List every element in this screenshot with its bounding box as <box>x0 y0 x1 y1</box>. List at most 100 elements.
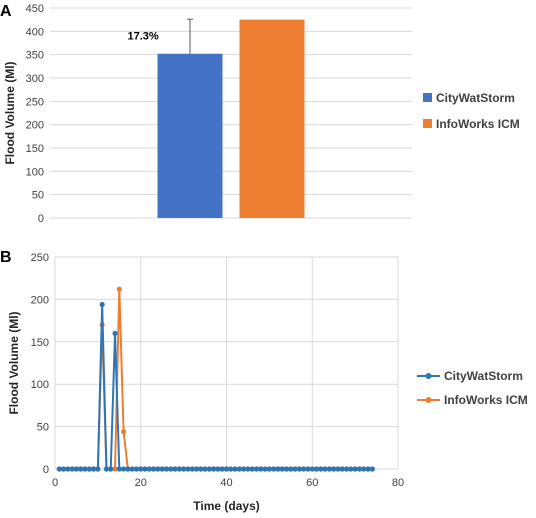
panel-a-y-ticks: 0 50 100 150 200 250 300 350 400 450 <box>26 3 44 225</box>
y-tick-label: 350 <box>26 50 44 62</box>
data-point <box>95 466 101 472</box>
y-tick-label: 100 <box>31 379 49 391</box>
data-point <box>133 466 140 472</box>
data-point <box>331 466 337 472</box>
legend-swatch <box>423 119 432 128</box>
series-line <box>59 304 373 470</box>
data-point <box>241 466 247 472</box>
panel-b-x-ticks: 0 20 40 60 80 <box>52 477 404 489</box>
x-tick-label: 60 <box>306 477 318 489</box>
data-point <box>121 466 127 472</box>
y-tick-label: 200 <box>26 120 44 132</box>
panel-a-letter: A <box>0 3 12 20</box>
legend-marker <box>425 373 432 379</box>
panel-b-legend: CityWatStorm InfoWorks ICM <box>417 369 528 407</box>
y-tick-label: 0 <box>38 213 44 225</box>
data-point <box>223 466 230 472</box>
data-point <box>86 466 92 472</box>
data-point <box>266 466 272 472</box>
y-tick-label: 150 <box>26 143 44 155</box>
y-tick-label: 50 <box>32 190 44 202</box>
data-point <box>292 466 298 472</box>
data-point <box>236 466 242 472</box>
data-point <box>305 466 311 472</box>
data-point <box>202 466 208 472</box>
data-point <box>352 466 358 472</box>
data-point <box>65 466 71 472</box>
panel-a-y-axis-title: Flood Volume (Ml) <box>3 61 17 164</box>
x-tick-label: 80 <box>392 477 404 489</box>
data-point <box>335 466 341 472</box>
data-point <box>215 466 221 472</box>
data-point <box>151 466 157 472</box>
legend-marker <box>425 397 432 403</box>
data-point <box>176 466 182 472</box>
data-point <box>348 466 354 472</box>
bar-citywatstorm <box>157 53 223 218</box>
data-point <box>116 286 122 292</box>
panel-b-series <box>56 286 375 472</box>
panel-a-bars <box>157 18 305 218</box>
legend-label: InfoWorks ICM <box>444 393 528 407</box>
data-point <box>301 466 307 472</box>
y-tick-label: 150 <box>31 337 49 349</box>
data-point <box>73 466 80 472</box>
data-point <box>206 466 212 472</box>
bar-infoworks-icm <box>239 19 305 218</box>
panel-b-y-axis-title: Flood Volume (Ml) <box>7 311 21 414</box>
data-point <box>189 466 195 472</box>
data-point <box>78 466 84 472</box>
data-point <box>112 466 118 472</box>
panel-a-legend: CityWatStorm InfoWorks ICM <box>423 91 520 131</box>
data-point <box>155 466 161 472</box>
data-point <box>181 466 187 472</box>
data-point <box>163 466 170 472</box>
x-tick-label: 0 <box>52 477 58 489</box>
x-tick-label: 40 <box>220 477 232 489</box>
legend-swatch <box>423 93 432 102</box>
data-point <box>82 466 88 472</box>
data-point <box>125 466 131 472</box>
data-point <box>326 466 332 472</box>
data-point <box>283 466 290 472</box>
data-point <box>361 466 367 472</box>
y-tick-label: 300 <box>26 73 44 85</box>
panel-b-x-axis-title: Time (days) <box>193 499 259 513</box>
data-point <box>168 466 174 472</box>
data-point <box>108 466 114 472</box>
data-point <box>271 466 277 472</box>
legend-label: CityWatStorm <box>444 369 523 383</box>
data-point <box>198 466 204 472</box>
data-point <box>159 466 165 472</box>
data-point <box>121 429 127 435</box>
data-point <box>193 466 200 472</box>
panel-b: B 0 50 100 150 200 250 0 20 40 60 80 Flood Volume… <box>0 249 528 513</box>
data-point <box>288 466 294 472</box>
data-point <box>279 466 285 472</box>
y-tick-label: 250 <box>31 252 49 264</box>
legend-label: CityWatStorm <box>436 91 515 105</box>
data-point <box>322 466 328 472</box>
data-point <box>60 466 67 472</box>
data-point <box>116 466 122 472</box>
panel-a: A 0 50 100 150 200 250 300 350 400 450 Flood Volu… <box>0 3 520 225</box>
data-point <box>112 330 118 336</box>
data-point <box>253 466 260 472</box>
data-point <box>365 466 371 472</box>
data-point <box>313 466 320 472</box>
series-citywatstorm <box>56 301 375 472</box>
panel-b-y-ticks: 0 50 100 150 200 250 <box>31 252 49 476</box>
data-point <box>309 466 315 472</box>
data-point <box>296 466 302 472</box>
y-tick-label: 250 <box>26 96 44 108</box>
y-tick-label: 400 <box>26 26 44 38</box>
data-point <box>219 466 225 472</box>
data-point <box>356 466 363 472</box>
data-point <box>245 466 251 472</box>
data-point <box>369 466 375 472</box>
data-point <box>258 466 264 472</box>
x-tick-label: 20 <box>135 477 147 489</box>
data-point <box>103 466 110 472</box>
data-point <box>232 466 238 472</box>
